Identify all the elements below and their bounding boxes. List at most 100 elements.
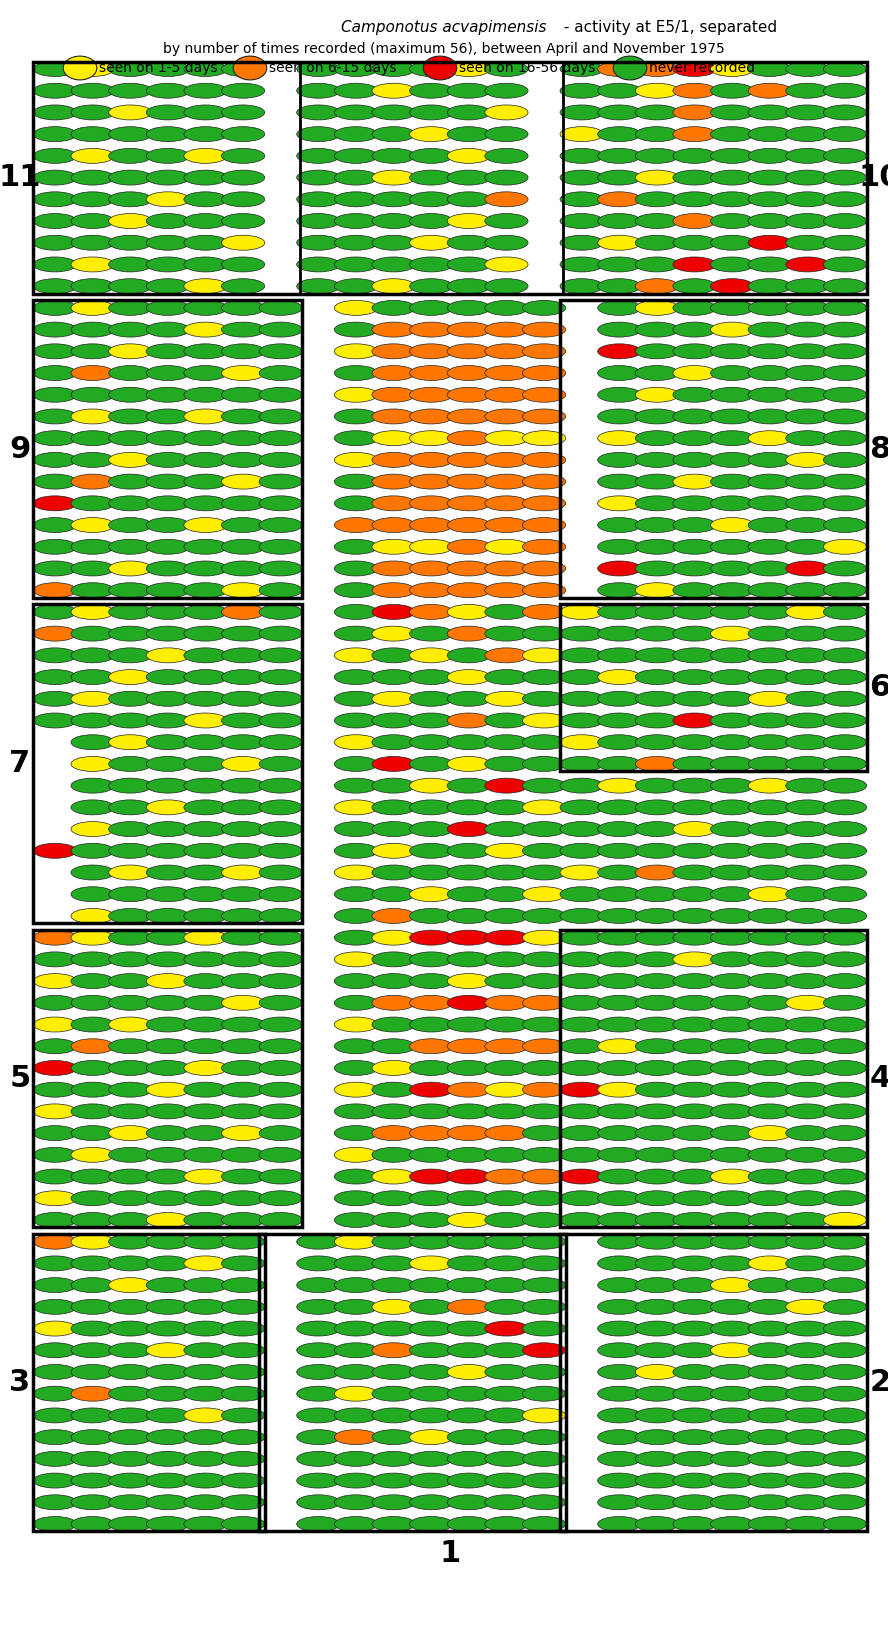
Ellipse shape (823, 104, 867, 121)
Ellipse shape (748, 323, 791, 337)
Ellipse shape (598, 1060, 641, 1075)
Ellipse shape (786, 62, 829, 77)
Ellipse shape (673, 1277, 716, 1292)
Ellipse shape (673, 365, 716, 381)
Ellipse shape (108, 148, 152, 163)
Ellipse shape (71, 1212, 115, 1227)
Ellipse shape (635, 821, 678, 837)
Ellipse shape (147, 430, 189, 446)
Ellipse shape (823, 213, 867, 228)
Ellipse shape (184, 735, 227, 749)
Ellipse shape (334, 1300, 377, 1315)
Ellipse shape (485, 583, 528, 598)
Ellipse shape (522, 344, 566, 358)
Ellipse shape (184, 670, 227, 684)
Ellipse shape (259, 1082, 302, 1098)
Ellipse shape (34, 1517, 76, 1531)
Ellipse shape (786, 886, 829, 902)
Ellipse shape (147, 148, 189, 163)
Ellipse shape (786, 1407, 829, 1422)
Ellipse shape (409, 192, 453, 207)
Ellipse shape (522, 974, 566, 989)
Ellipse shape (673, 735, 716, 749)
Ellipse shape (786, 1235, 829, 1249)
Ellipse shape (297, 1256, 340, 1271)
Ellipse shape (522, 560, 566, 577)
Ellipse shape (560, 951, 603, 968)
Ellipse shape (297, 148, 340, 163)
Ellipse shape (34, 974, 76, 989)
Ellipse shape (108, 495, 152, 512)
Ellipse shape (147, 1147, 189, 1163)
Ellipse shape (635, 1060, 678, 1075)
Ellipse shape (522, 604, 566, 619)
Ellipse shape (184, 604, 227, 619)
Ellipse shape (823, 1170, 867, 1184)
Ellipse shape (635, 453, 678, 468)
Ellipse shape (748, 1256, 791, 1271)
Ellipse shape (34, 365, 76, 381)
Ellipse shape (34, 995, 76, 1010)
Ellipse shape (673, 844, 716, 858)
Ellipse shape (598, 300, 641, 316)
Ellipse shape (710, 539, 754, 554)
Ellipse shape (485, 1365, 528, 1380)
Ellipse shape (147, 691, 189, 707)
Ellipse shape (635, 1430, 678, 1445)
Ellipse shape (522, 1517, 566, 1531)
Ellipse shape (108, 735, 152, 749)
Ellipse shape (34, 104, 76, 121)
Ellipse shape (748, 1342, 791, 1357)
Ellipse shape (448, 886, 490, 902)
Ellipse shape (221, 127, 265, 142)
Ellipse shape (448, 735, 490, 749)
Ellipse shape (448, 1451, 490, 1466)
Ellipse shape (448, 300, 490, 316)
Ellipse shape (560, 257, 603, 272)
Ellipse shape (334, 691, 377, 707)
Ellipse shape (786, 104, 829, 121)
Ellipse shape (409, 648, 453, 663)
Ellipse shape (372, 844, 416, 858)
Ellipse shape (485, 409, 528, 424)
Ellipse shape (71, 626, 115, 642)
Ellipse shape (409, 995, 453, 1010)
Ellipse shape (372, 83, 416, 98)
Ellipse shape (448, 930, 490, 945)
Ellipse shape (635, 648, 678, 663)
Ellipse shape (635, 930, 678, 945)
Ellipse shape (823, 951, 867, 968)
Ellipse shape (259, 691, 302, 707)
Ellipse shape (184, 127, 227, 142)
Ellipse shape (184, 539, 227, 554)
Ellipse shape (409, 388, 453, 402)
Ellipse shape (34, 604, 76, 619)
Ellipse shape (334, 1082, 377, 1098)
Ellipse shape (184, 213, 227, 228)
Ellipse shape (34, 344, 76, 358)
Ellipse shape (635, 1473, 678, 1487)
Ellipse shape (71, 1060, 115, 1075)
Ellipse shape (71, 213, 115, 228)
Bar (34, 930, 302, 1227)
Ellipse shape (372, 213, 416, 228)
Ellipse shape (485, 1495, 528, 1510)
Ellipse shape (372, 648, 416, 663)
Ellipse shape (448, 1191, 490, 1205)
Ellipse shape (147, 1430, 189, 1445)
Ellipse shape (221, 388, 265, 402)
Ellipse shape (598, 1039, 641, 1054)
Ellipse shape (448, 1082, 490, 1098)
Ellipse shape (823, 756, 867, 772)
Ellipse shape (147, 344, 189, 358)
Ellipse shape (448, 951, 490, 968)
Ellipse shape (823, 1321, 867, 1336)
Ellipse shape (34, 257, 76, 272)
Ellipse shape (221, 1342, 265, 1357)
Ellipse shape (297, 257, 340, 272)
Ellipse shape (71, 909, 115, 924)
Ellipse shape (635, 1256, 678, 1271)
Ellipse shape (34, 388, 76, 402)
Ellipse shape (372, 1170, 416, 1184)
Ellipse shape (710, 1451, 754, 1466)
